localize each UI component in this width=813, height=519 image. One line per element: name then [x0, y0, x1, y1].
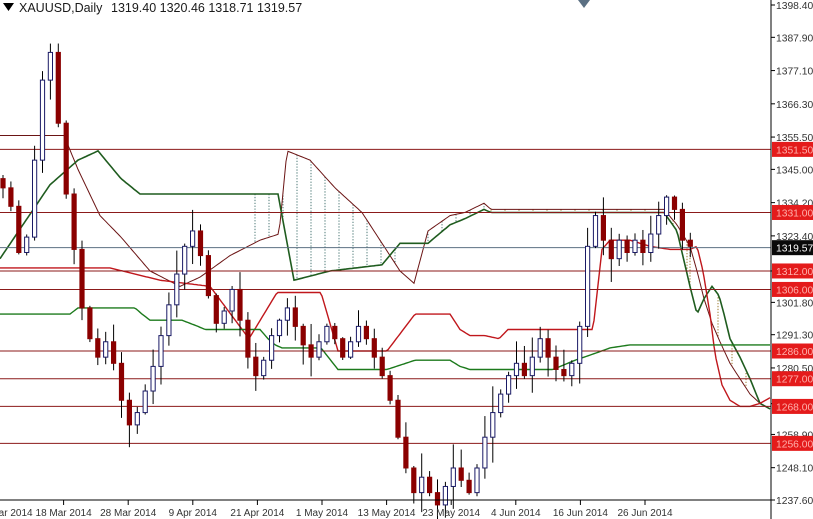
svg-text:6 Mar 2014: 6 Mar 2014 — [0, 508, 33, 519]
svg-text:1319.57: 1319.57 — [776, 244, 813, 255]
svg-text:1398.40: 1398.40 — [776, 1, 813, 12]
svg-text:1248.10: 1248.10 — [776, 464, 813, 475]
svg-text:26 Jun 2014: 26 Jun 2014 — [617, 508, 672, 519]
svg-text:13 May 2014: 13 May 2014 — [358, 508, 416, 519]
svg-text:1256.00: 1256.00 — [776, 439, 813, 450]
svg-text:1351.50: 1351.50 — [776, 145, 813, 156]
svg-text:21 Apr 2014: 21 Apr 2014 — [230, 508, 284, 519]
svg-text:18 Mar 2014: 18 Mar 2014 — [36, 508, 93, 519]
svg-text:1277.00: 1277.00 — [776, 375, 813, 386]
svg-text:9 Apr 2014: 9 Apr 2014 — [169, 508, 218, 519]
svg-text:1301.80: 1301.80 — [776, 298, 813, 309]
svg-text:1268.00: 1268.00 — [776, 402, 813, 413]
svg-text:1312.00: 1312.00 — [776, 267, 813, 278]
svg-text:1387.90: 1387.90 — [776, 33, 813, 44]
svg-text:1291.30: 1291.30 — [776, 331, 813, 342]
svg-text:1306.00: 1306.00 — [776, 285, 813, 296]
svg-text:1 May 2014: 1 May 2014 — [296, 508, 349, 519]
svg-text:1366.30: 1366.30 — [776, 100, 813, 111]
svg-text:1345.00: 1345.00 — [776, 165, 813, 176]
svg-text:1237.60: 1237.60 — [776, 496, 813, 507]
svg-text:1286.00: 1286.00 — [776, 347, 813, 358]
svg-text:1319.40 1320.46 1318.71 1319.5: 1319.40 1320.46 1318.71 1319.57 — [111, 1, 302, 15]
svg-text:16 Jun 2014: 16 Jun 2014 — [553, 508, 608, 519]
svg-text:1377.10: 1377.10 — [776, 67, 813, 78]
svg-text:28 Mar 2014: 28 Mar 2014 — [100, 508, 157, 519]
svg-text:1331.00: 1331.00 — [776, 208, 813, 219]
svg-text:XAUUSD,Daily: XAUUSD,Daily — [19, 1, 103, 15]
svg-text:4 Jun 2014: 4 Jun 2014 — [491, 508, 541, 519]
svg-text:23 May 2014: 23 May 2014 — [422, 508, 480, 519]
